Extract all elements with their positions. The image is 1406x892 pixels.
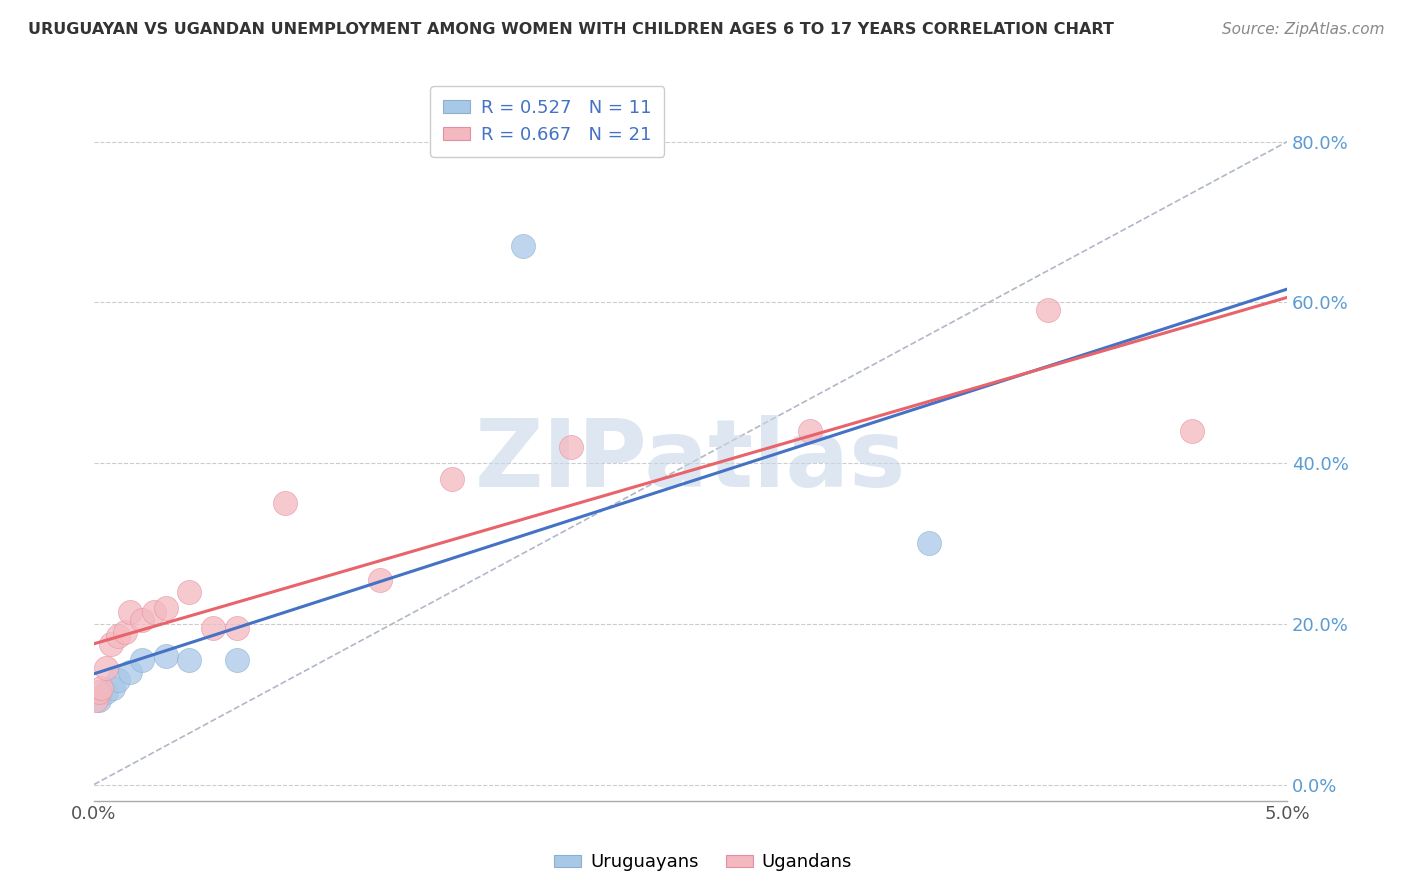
Point xyxy=(179,653,201,667)
Point xyxy=(1038,303,1060,318)
Point xyxy=(512,239,534,253)
Text: ZIPatlas: ZIPatlas xyxy=(475,415,907,507)
Point xyxy=(87,685,110,699)
Point xyxy=(131,613,153,627)
Point xyxy=(142,605,165,619)
Point xyxy=(155,600,177,615)
Point xyxy=(1181,424,1204,438)
Point xyxy=(107,629,129,643)
Legend: R = 0.527   N = 11, R = 0.667   N = 21: R = 0.527 N = 11, R = 0.667 N = 21 xyxy=(430,87,664,157)
Point xyxy=(155,648,177,663)
Point xyxy=(226,621,249,635)
Point xyxy=(274,496,297,510)
Point xyxy=(179,584,201,599)
Point xyxy=(440,472,463,486)
Text: URUGUAYAN VS UGANDAN UNEMPLOYMENT AMONG WOMEN WITH CHILDREN AGES 6 TO 17 YEARS C: URUGUAYAN VS UGANDAN UNEMPLOYMENT AMONG … xyxy=(28,22,1114,37)
Point xyxy=(90,681,112,695)
Point xyxy=(202,621,225,635)
Point xyxy=(918,536,941,550)
Point xyxy=(799,424,821,438)
Point xyxy=(86,693,108,707)
Point xyxy=(114,624,136,639)
Point xyxy=(118,665,141,679)
Point xyxy=(87,693,110,707)
Point xyxy=(101,681,124,695)
Text: Source: ZipAtlas.com: Source: ZipAtlas.com xyxy=(1222,22,1385,37)
Point xyxy=(118,605,141,619)
Point xyxy=(107,673,129,687)
Legend: Uruguayans, Ugandans: Uruguayans, Ugandans xyxy=(547,847,859,879)
Point xyxy=(94,661,117,675)
Point xyxy=(226,653,249,667)
Point xyxy=(131,653,153,667)
Point xyxy=(560,440,582,454)
Point xyxy=(94,685,117,699)
Point xyxy=(100,637,122,651)
Point xyxy=(368,573,391,587)
